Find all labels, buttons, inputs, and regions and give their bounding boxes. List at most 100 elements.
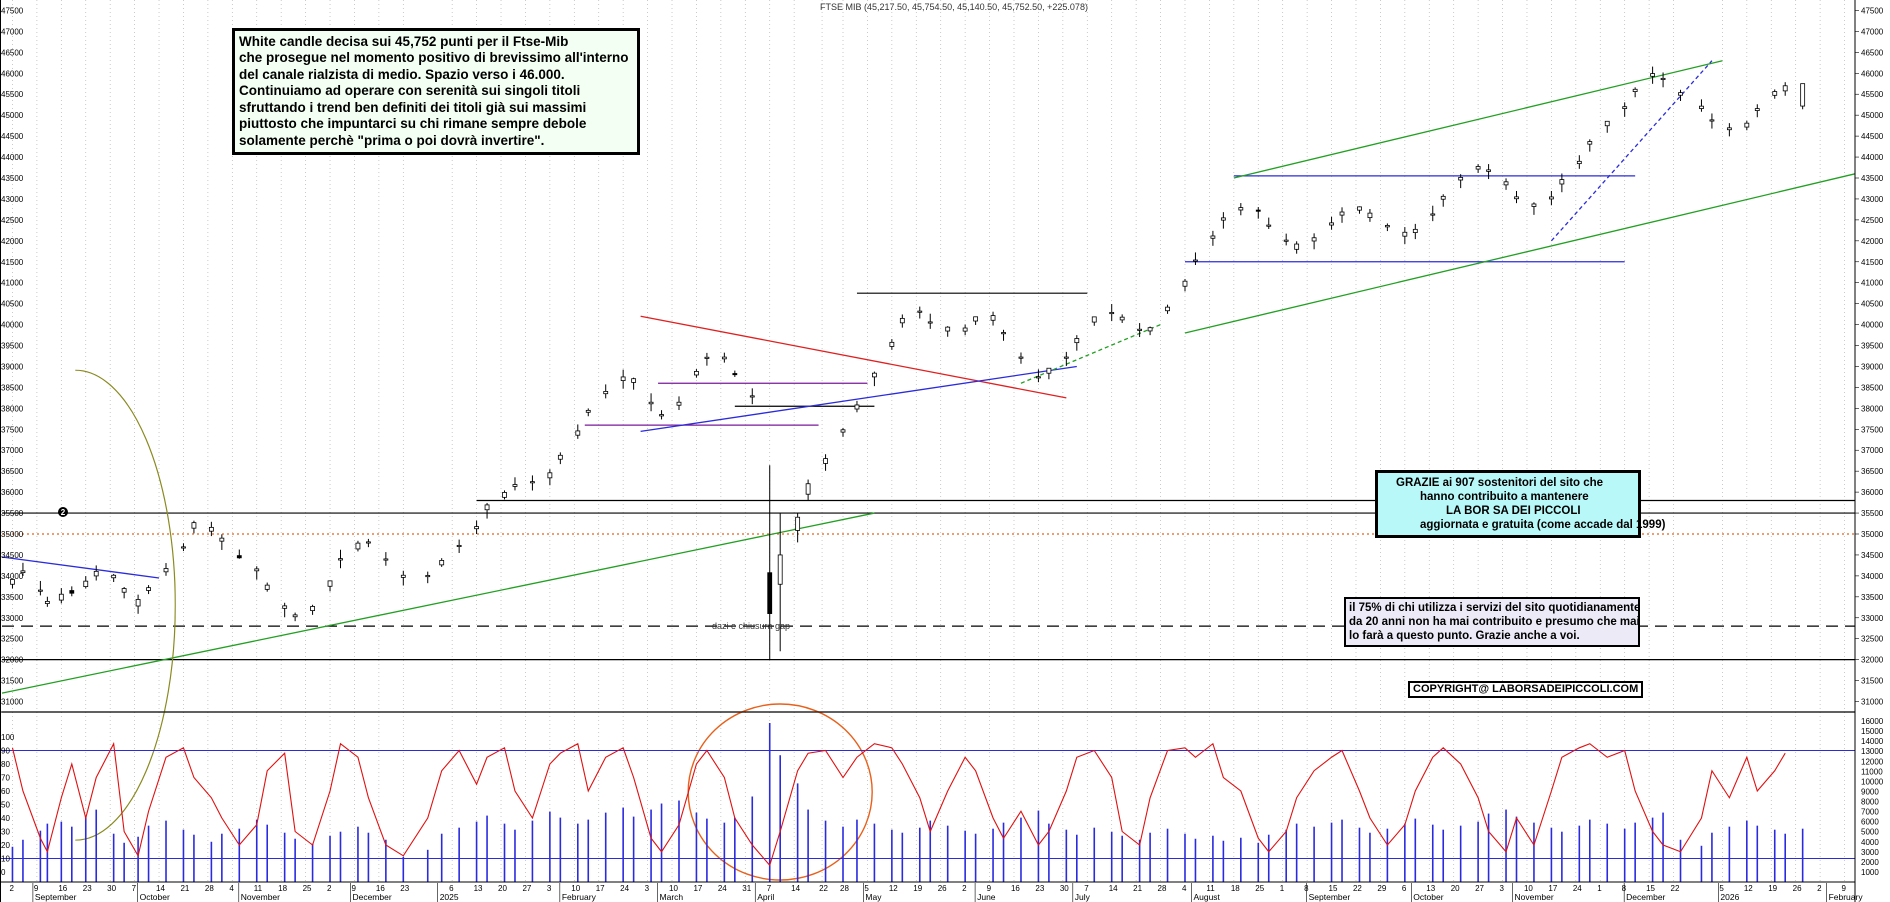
date-tick-label: 7 [132,884,137,893]
date-tick-label: 4 [229,884,234,893]
candle-body [1660,77,1666,80]
volume-tick-label: 7000 [1861,808,1879,817]
candle-body [1182,280,1188,287]
candle-body [1726,127,1732,131]
candle-body [1604,120,1610,127]
candle-body [1549,196,1554,200]
date-tick-label: 2 [962,884,967,893]
date-tick-label: 31 [742,884,751,893]
notice-line: lo farà a questo punto. Grazie anche a v… [1349,630,1580,643]
candle-body [1475,166,1481,170]
date-tick-label: 17 [693,884,702,893]
date-tick-label: 16 [376,884,385,893]
price-tick-label-left: 40000 [1,321,24,330]
month-label: March [660,892,684,902]
price-tick-label-left: 44000 [1,153,24,162]
candle-body [135,599,141,607]
candle-body [1147,327,1153,332]
price-tick-label: 47000 [1861,27,1884,36]
price-tick-label: 32500 [1861,635,1884,644]
candle-body [236,555,242,559]
candle-body [1255,209,1261,212]
date-tick-label: 20 [1451,884,1460,893]
price-tick-label: 34500 [1861,551,1884,560]
date-tick-label: 4 [1182,884,1187,893]
price-tick-label: 31500 [1861,677,1884,686]
date-tick-label: 23 [400,884,409,893]
date-tick-label: 30 [107,884,116,893]
candle-body [631,378,637,383]
candles [10,66,1806,660]
candle-body [767,572,773,614]
date-tick-label: 10 [1524,884,1533,893]
month-label: June [977,892,996,902]
volume-tick-label: 12000 [1861,757,1884,766]
candle-body [219,537,225,542]
candle-body [282,605,288,609]
candle-body [1709,119,1715,122]
date-tick-label: 5 [1719,884,1724,893]
candle-body [1018,356,1024,359]
candle-body [872,372,877,378]
date-tick-label: 9 [1842,884,1847,893]
price-tick-label-left: 37000 [1,446,24,455]
date-tick-label: 22 [1671,884,1680,893]
thanks-box: GRAZIE ai 907 sostenitori del sito che h… [1375,470,1666,539]
price-tick-label: 37000 [1861,446,1884,455]
date-tick-label: 12 [1744,884,1753,893]
date-tick-label: 10 [571,884,580,893]
price-tick-label: 41500 [1861,258,1884,267]
month-label: August [1193,892,1220,902]
candle-body [1063,356,1069,359]
candle-body [1622,106,1628,109]
oscillator-tick-label: 60 [1,787,10,796]
candle-body [899,317,905,324]
candle-body [777,554,783,585]
oscillator-tick-label: 20 [1,841,10,850]
month-label: December [1626,892,1665,902]
volume-tick-label: 14000 [1861,737,1884,746]
commentary-line: che prosegue nel momento positivo di bre… [239,50,629,66]
oscillator-tick-label: 50 [1,801,10,810]
candle-body [1699,105,1704,109]
notice-line: da 20 anni non ha mai contribuito e pres… [1349,616,1640,629]
grid [12,0,1845,882]
oscillator-tick-label: 0 [1,868,6,877]
date-tick-label: 27 [522,884,531,893]
candle-body [694,371,699,376]
candle-body [585,409,591,413]
volume-tick-label: 13000 [1861,747,1884,756]
candle-body [1678,92,1683,96]
price-tick-label-left: 39500 [1,342,24,351]
date-tick-label: 17 [596,884,605,893]
oscillator-tick-label: 40 [1,814,10,823]
price-tick-label: 34000 [1861,572,1884,581]
commentary-line: piuttosto che impuntarci su chi rimane s… [239,116,587,132]
candle-body [732,373,738,376]
candle-body [805,483,811,495]
price-tick-label-left: 43500 [1,174,24,183]
date-tick-label: 24 [718,884,727,893]
notice-box: il 75% di chi utilizza i servizi del sit… [1344,597,1641,648]
candle-body [121,588,127,593]
date-tick-label: 30 [1060,884,1069,893]
thanks-line: aggiornata e gratuita (come accade dal 1… [1420,519,1666,532]
price-tick-label-left: 36000 [1,488,24,497]
date-tick-label: 27 [1475,884,1484,893]
notice-line: il 75% di chi utilizza i servizi del sit… [1349,602,1641,614]
price-tick-label: 40000 [1861,321,1884,330]
oscillator-tick-label: 30 [1,828,10,837]
price-tick-label: 32000 [1861,656,1884,665]
candle-body [1311,237,1317,242]
candle-body [1412,228,1418,233]
oscillator-tick-label: 100 [1,733,15,742]
date-tick-label: 23 [83,884,92,893]
candle-body [1001,332,1006,335]
price-tick-label: 39500 [1861,342,1884,351]
price-tick-label-left: 43000 [1,195,24,204]
date-tick-label: 9 [987,884,992,893]
date-tick-label: 11 [254,884,263,893]
candle-body [425,575,431,578]
volume-tick-label: 11000 [1861,767,1883,776]
volume-tick-label: 16000 [1861,717,1884,726]
